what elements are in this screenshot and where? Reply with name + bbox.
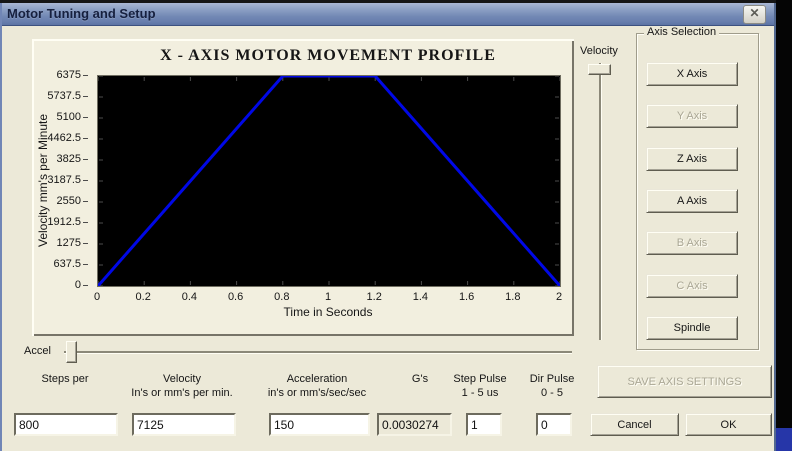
close-icon: ✕ xyxy=(749,6,760,20)
velocity-field-label: Velocity In's or mm's per min. xyxy=(131,373,233,399)
x-tick-label: 1.8 xyxy=(505,291,521,303)
x-tick-label: 0.2 xyxy=(135,291,151,303)
window-title: Motor Tuning and Setup xyxy=(7,6,156,21)
y-tick-label: 3825 xyxy=(32,153,88,165)
steps-per-input[interactable] xyxy=(14,413,118,436)
close-button[interactable]: ✕ xyxy=(743,5,766,24)
x-tick-label: 2 xyxy=(555,291,563,303)
acceleration-input[interactable] xyxy=(269,413,370,436)
velocity-input[interactable] xyxy=(132,413,236,436)
chart-title: X - AXIS MOTOR MOVEMENT PROFILE xyxy=(160,47,496,64)
save-axis-settings-button[interactable]: SAVE AXIS SETTINGS xyxy=(597,365,772,398)
velocity-slider-thumb[interactable] xyxy=(588,64,611,75)
y-tick-label: 5100 xyxy=(32,111,88,123)
y-tick-label: 2550 xyxy=(32,195,88,207)
y-tick-label: 3187.5 xyxy=(32,174,88,186)
axis-selection-group: Axis Selection X Axis Y Axis Z Axis A Axis B… xyxy=(636,26,759,350)
x-tick-label: 1.6 xyxy=(458,291,475,303)
accel-slider-track[interactable] xyxy=(64,351,572,353)
x-tick-label: 0.8 xyxy=(274,291,290,303)
y-tick-label: 1912.5 xyxy=(32,216,88,228)
x-tick-label: 0.4 xyxy=(181,291,198,303)
velocity-slider-label: Velocity xyxy=(580,45,618,57)
axis-button-spindle[interactable]: Spindle xyxy=(646,315,738,340)
y-tick-label: 4462.5 xyxy=(32,132,88,144)
gs-readout xyxy=(377,413,452,436)
x-tick-label: 1.4 xyxy=(412,291,429,303)
axis-button-b-axis: B Axis xyxy=(646,231,738,256)
y-tick-label: 5737.5 xyxy=(32,90,88,102)
background-right-strip xyxy=(776,0,792,451)
y-tick-label: 6375 xyxy=(32,69,88,81)
dir-pulse-input[interactable] xyxy=(536,413,572,436)
background-bottom-right-patch xyxy=(776,428,792,451)
x-axis-title: Time in Seconds xyxy=(283,305,373,319)
ok-button[interactable]: OK xyxy=(685,413,772,436)
axis-button-z-axis[interactable]: Z Axis xyxy=(646,146,738,171)
steps-per-label: Steps per xyxy=(41,373,89,385)
title-bar[interactable]: Motor Tuning and Setup ✕ xyxy=(2,3,774,26)
plot-area xyxy=(97,75,561,287)
velocity-profile-chart xyxy=(98,76,560,286)
axis-button-c-axis: C Axis xyxy=(646,273,738,298)
y-tick-label: 0 xyxy=(32,279,88,291)
chart-panel: X - AXIS MOTOR MOVEMENT PROFILE Velocity… xyxy=(32,39,574,336)
x-tick-label: 1 xyxy=(324,291,332,303)
step-pulse-input[interactable] xyxy=(466,413,502,436)
background-top-strip xyxy=(0,0,792,3)
dir-pulse-label: Dir Pulse 0 - 5 xyxy=(529,373,575,399)
axis-button-a-axis[interactable]: A Axis xyxy=(646,188,738,213)
gs-field-label: G's xyxy=(411,373,429,385)
axis-button-y-axis: Y Axis xyxy=(646,104,738,129)
x-tick-label: 0 xyxy=(93,291,101,303)
x-tick-label: 1.2 xyxy=(366,291,382,303)
motor-tuning-dialog: Motor Tuning and Setup ✕ X - AXIS MOTOR … xyxy=(0,3,776,451)
axis-button-x-axis[interactable]: X Axis xyxy=(646,62,738,86)
x-tick-label: 0.6 xyxy=(227,291,244,303)
y-tick-label: 637.5 xyxy=(32,258,88,270)
acceleration-field-label: Acceleration in's or mm's/sec/sec xyxy=(267,373,367,399)
y-tick-label: 1275 xyxy=(32,237,88,249)
velocity-slider-track[interactable] xyxy=(599,63,601,340)
accel-slider-thumb[interactable] xyxy=(66,341,77,363)
step-pulse-label: Step Pulse 1 - 5 us xyxy=(453,373,507,399)
accel-slider-label: Accel xyxy=(24,345,51,357)
velocity-profile-line xyxy=(98,76,560,286)
axis-selection-legend: Axis Selection xyxy=(644,26,720,38)
cancel-button[interactable]: Cancel xyxy=(590,413,679,436)
